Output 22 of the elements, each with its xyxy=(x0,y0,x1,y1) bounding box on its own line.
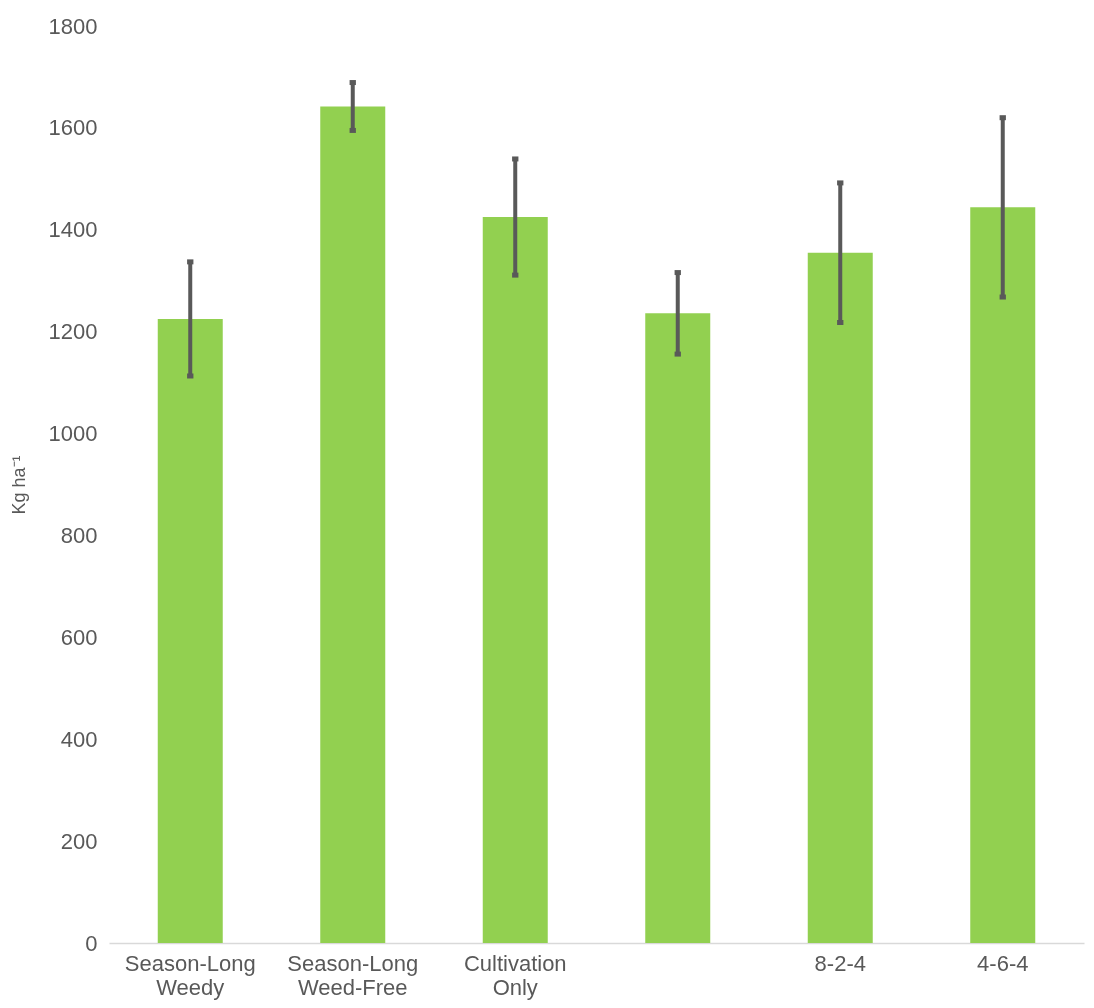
y-tick-label: 800 xyxy=(60,522,98,548)
y-tick-label: 200 xyxy=(60,828,98,854)
y-tick-label: 1600 xyxy=(48,115,98,141)
y-axis-title: Kg ha⁻¹ xyxy=(8,455,29,515)
y-tick-label: 1200 xyxy=(48,319,98,345)
x-tick-label: 8-2-4 xyxy=(814,950,866,976)
bar xyxy=(482,217,548,943)
bar xyxy=(157,318,223,943)
y-tick-label: 1000 xyxy=(48,421,98,447)
y-tick-label: 0 xyxy=(85,930,98,956)
x-tick-label: Cultivation Only xyxy=(463,950,567,1000)
bar xyxy=(807,252,873,943)
y-tick-label: 1400 xyxy=(48,217,98,243)
bar xyxy=(320,106,386,943)
x-tick-label: Season-Long Weed-Free xyxy=(287,950,419,1000)
bar xyxy=(645,313,711,943)
x-tick-label: 4-6-4 xyxy=(977,950,1029,976)
x-tick-label: Season-Long Weedy xyxy=(124,950,256,1000)
bar xyxy=(970,207,1036,943)
y-tick-label: 600 xyxy=(60,624,98,650)
y-tick-label: 1800 xyxy=(48,13,98,39)
y-tick-label: 400 xyxy=(60,726,98,752)
